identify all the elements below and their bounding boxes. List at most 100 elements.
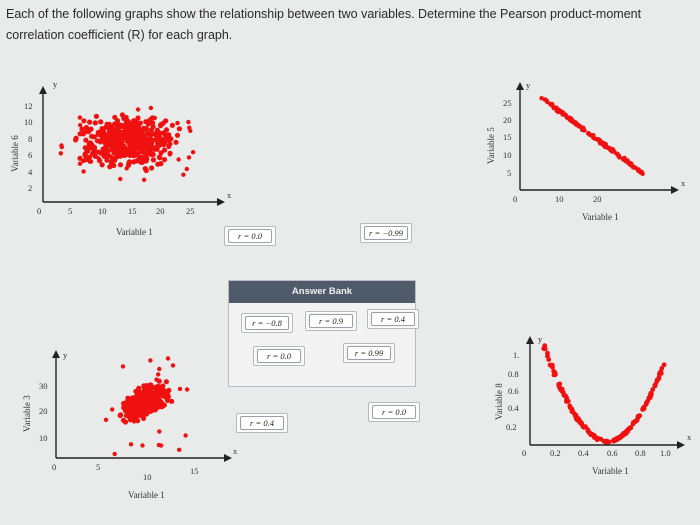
x-axis-label: Variable 1 xyxy=(582,212,619,222)
x-tick: 20 xyxy=(593,194,602,204)
drop-target-bottom-right[interactable]: r = 0.0 xyxy=(368,402,420,422)
answer-chip[interactable]: r = 0.99 xyxy=(347,346,391,360)
answer-chip[interactable]: r = 0.9 xyxy=(309,314,353,328)
scatter-point xyxy=(90,151,96,157)
scatter-point xyxy=(120,364,126,369)
scatter-points xyxy=(539,96,645,176)
x-tick: 0.2 xyxy=(550,448,561,458)
scatter-point xyxy=(135,107,141,112)
scatter-point xyxy=(623,159,629,164)
scatter-point xyxy=(585,428,591,434)
scatter-point xyxy=(129,408,135,414)
y-tick: 0.6 xyxy=(508,386,519,396)
scatter-point xyxy=(161,388,167,394)
scatter-point xyxy=(134,397,140,403)
scatter-point xyxy=(139,154,145,160)
scatter-point xyxy=(174,132,181,138)
scatter-point xyxy=(59,143,64,148)
x-tick: 10 xyxy=(143,472,152,482)
scatter-points xyxy=(541,343,667,446)
answer-chip[interactable]: r = 0.4 xyxy=(371,312,415,326)
y-tick: 8 xyxy=(28,134,32,144)
scatter-points xyxy=(58,105,196,182)
y-axis-label: Variable 6 xyxy=(10,135,20,172)
scatter-point xyxy=(551,372,557,378)
y-tick: 6 xyxy=(28,150,32,160)
x-axis-arrow xyxy=(217,198,225,206)
scatter-graph-variable-6: y x 0 12 10 8 6 4 2 5 10 15 20 25 Variab… xyxy=(8,79,238,240)
scatter-point xyxy=(140,443,145,448)
x-tick: 1.0 xyxy=(660,448,671,458)
scatter-point xyxy=(155,383,161,389)
scatter-point xyxy=(77,161,83,166)
scatter-point xyxy=(146,149,152,155)
scatter-point xyxy=(123,413,129,418)
answer-bank-slot[interactable]: r = 0.4 xyxy=(367,309,419,329)
scatter-point xyxy=(601,438,607,444)
scatter-point xyxy=(564,395,569,401)
scatter-graph-variable-8: y x 0 1. 0.8 0.6 0.4 0.2 0.2 0.4 0.6 0.8… xyxy=(488,332,698,482)
drop-target-top-right[interactable]: r = −0.99 xyxy=(360,223,412,243)
scatter-point xyxy=(130,398,135,404)
scatter-point xyxy=(150,157,157,163)
answer-chip[interactable]: r = 0.4 xyxy=(240,416,284,430)
scatter-point xyxy=(99,162,105,168)
y-axis-arrow xyxy=(39,86,47,94)
scatter-points xyxy=(103,356,190,457)
scatter-point xyxy=(143,119,149,125)
scatter-point xyxy=(143,126,149,132)
scatter-point xyxy=(647,395,653,400)
scatter-point xyxy=(81,118,87,124)
scatter-point xyxy=(88,126,94,132)
answer-chip[interactable]: r = 0.0 xyxy=(257,349,301,363)
scatter-point xyxy=(135,145,141,151)
x-axis-arrow xyxy=(224,454,232,462)
scatter-point xyxy=(165,356,171,361)
origin-label: 0 xyxy=(52,462,56,472)
scatter-point xyxy=(186,155,192,160)
scatter-point xyxy=(628,162,633,167)
scatter-point xyxy=(157,155,163,161)
scatter-point xyxy=(162,147,168,153)
x-axis-label: Variable 1 xyxy=(128,490,165,500)
scatter-point xyxy=(539,96,544,101)
answer-bank-slot[interactable]: r = 0.9 xyxy=(305,311,357,331)
answer-bank-title: Answer Bank xyxy=(229,281,415,303)
scatter-point xyxy=(129,404,135,410)
scatter-point xyxy=(81,158,86,164)
scatter-point xyxy=(134,401,140,407)
drop-target-top-left[interactable]: r = 0.0 xyxy=(224,226,276,246)
x-axis-letter: x xyxy=(681,178,686,188)
scatter-point xyxy=(659,366,665,371)
scatter-point xyxy=(121,402,127,409)
drop-target-bottom-left[interactable]: r = 0.4 xyxy=(236,413,288,433)
scatter-point xyxy=(134,151,140,157)
scatter-point xyxy=(175,120,180,126)
answer-bank-slot[interactable]: r = −0.8 xyxy=(241,313,293,333)
scatter-point xyxy=(190,150,196,155)
x-tick: 5 xyxy=(96,462,100,472)
answer-chip[interactable]: r = 0.0 xyxy=(228,229,272,243)
scatter-point xyxy=(148,105,154,111)
scatter-point xyxy=(86,154,92,160)
scatter-point xyxy=(541,346,547,351)
scatter-point xyxy=(550,102,555,107)
scatter-point xyxy=(136,129,142,135)
scatter-point xyxy=(155,161,161,167)
scatter-point xyxy=(102,132,108,138)
scatter-point xyxy=(543,97,548,102)
scatter-point xyxy=(177,447,182,452)
scatter-point xyxy=(164,391,171,397)
scatter-point xyxy=(567,115,572,120)
scatter-point xyxy=(154,131,160,137)
answer-chip[interactable]: r = −0.99 xyxy=(364,226,408,240)
answer-bank-slot[interactable]: r = 0.0 xyxy=(253,346,305,366)
scatter-point xyxy=(142,166,148,172)
answer-chip[interactable]: r = 0.0 xyxy=(372,405,416,419)
y-tick: 4 xyxy=(28,167,33,177)
answer-bank-slot[interactable]: r = 0.99 xyxy=(343,343,395,363)
scatter-point xyxy=(106,121,112,127)
scatter-point xyxy=(165,138,171,143)
scatter-point xyxy=(610,147,616,152)
answer-chip[interactable]: r = −0.8 xyxy=(245,316,289,330)
